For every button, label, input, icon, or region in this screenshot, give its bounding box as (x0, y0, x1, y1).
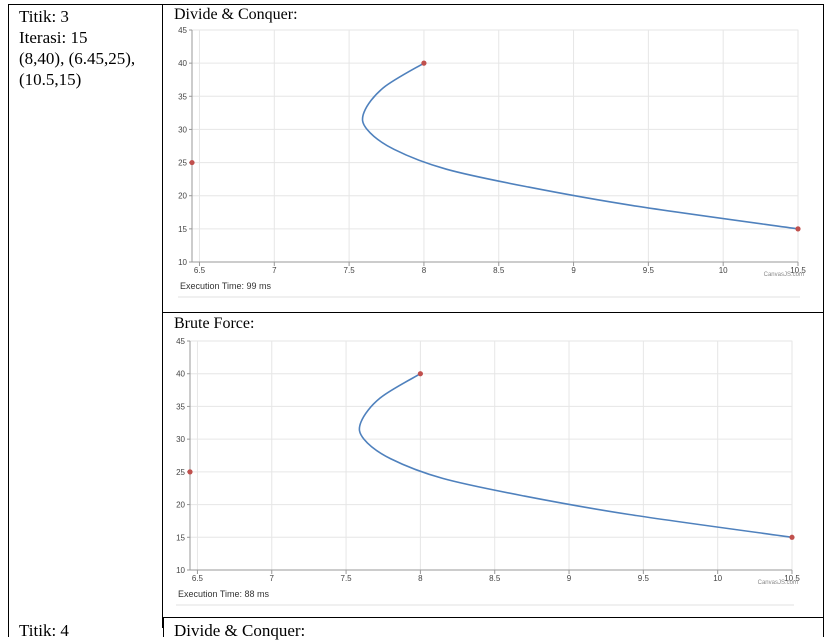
control-point (789, 534, 795, 540)
execution-time: Execution Time: 99 ms (180, 281, 272, 291)
x-tick-label: 10 (719, 266, 728, 275)
y-tick-label: 10 (176, 566, 185, 575)
chart-divide-conquer: 10 15 20 25 30 35 40 45 6.5 7 7.5 8 8.5 9 9.5 10 10.5Can… (178, 26, 806, 298)
y-tick-label: 45 (176, 337, 185, 346)
execution-time: Execution Time: 88 ms (178, 589, 270, 599)
control-point (189, 159, 195, 166)
y-tick-label: 25 (176, 468, 185, 477)
y-tick-label: 15 (176, 533, 185, 542)
x-tick-label: 6.5 (194, 266, 206, 275)
x-tick-label: 8.5 (489, 574, 501, 583)
x-tick-label: 7.5 (341, 574, 353, 583)
points-line-1: (8,40), (6.45,25), (19, 49, 136, 68)
point-count: Titik: 3 (19, 7, 69, 26)
y-tick-label: 30 (176, 435, 185, 444)
chart-heading-dc: Divide & Conquer: (174, 6, 298, 23)
x-tick-label: 6.5 (192, 574, 204, 583)
x-tick-label: 8 (422, 266, 427, 275)
y-tick-label: 35 (176, 402, 185, 411)
canvasjs-credit: CanvasJS.com (758, 580, 798, 586)
points-line-2: (10.5,15) (19, 70, 82, 89)
table-cell-left (8, 4, 163, 628)
x-tick-label: 7 (272, 266, 277, 275)
chart-heading-bf: Brute Force: (174, 315, 255, 332)
y-tick-label: 10 (178, 258, 187, 267)
x-tick-label: 9.5 (638, 574, 650, 583)
next-row-left-text: Titik: 4 (19, 621, 69, 640)
plot-area (189, 340, 793, 571)
bezier-curve-line (358, 373, 793, 539)
x-tick-label: 10 (713, 574, 722, 583)
x-tick-label: 10.5 (790, 266, 806, 275)
iteration-count: Iterasi: 15 (19, 28, 88, 47)
x-tick-label: 9 (571, 266, 576, 275)
x-tick-label: 7 (270, 574, 275, 583)
y-tick-label: 35 (178, 92, 187, 101)
control-point (417, 371, 423, 377)
x-tick-label: 10.5 (784, 574, 800, 583)
control-point (795, 226, 801, 232)
control-point (187, 469, 193, 475)
x-tick-label: 8.5 (493, 266, 505, 275)
table-cell-dc (163, 4, 824, 313)
canvasjs-credit: CanvasJS.com (764, 272, 804, 278)
x-tick-label: 8 (418, 574, 423, 583)
table-cell-bf (163, 312, 824, 618)
y-tick-label: 40 (176, 370, 185, 379)
y-tick-label: 20 (178, 192, 187, 201)
next-row-right-text: Divide & Conquer: (174, 621, 306, 640)
y-tick-label: 30 (178, 125, 187, 134)
plot-area (191, 29, 799, 263)
table-divider (163, 617, 164, 637)
y-tick-label: 45 (178, 26, 187, 35)
control-point (421, 60, 427, 66)
y-tick-label: 25 (178, 159, 187, 168)
x-tick-label: 9 (567, 574, 572, 583)
chart-brute-force: 10 15 20 25 30 35 40 45 6.5 7 7.5 8 8.5 9 9.5 10 10.5Can… (176, 337, 800, 606)
point-info: Titik: 3 Iterasi: 15 (8,40), (6.45,25), … (19, 6, 154, 90)
y-tick-label: 20 (176, 501, 185, 510)
table-row-next (8, 617, 824, 637)
x-tick-label: 7.5 (344, 266, 356, 275)
y-tick-label: 40 (178, 59, 187, 68)
bezier-curve-line (361, 62, 799, 230)
y-tick-label: 15 (178, 225, 187, 234)
x-tick-label: 9.5 (643, 266, 655, 275)
